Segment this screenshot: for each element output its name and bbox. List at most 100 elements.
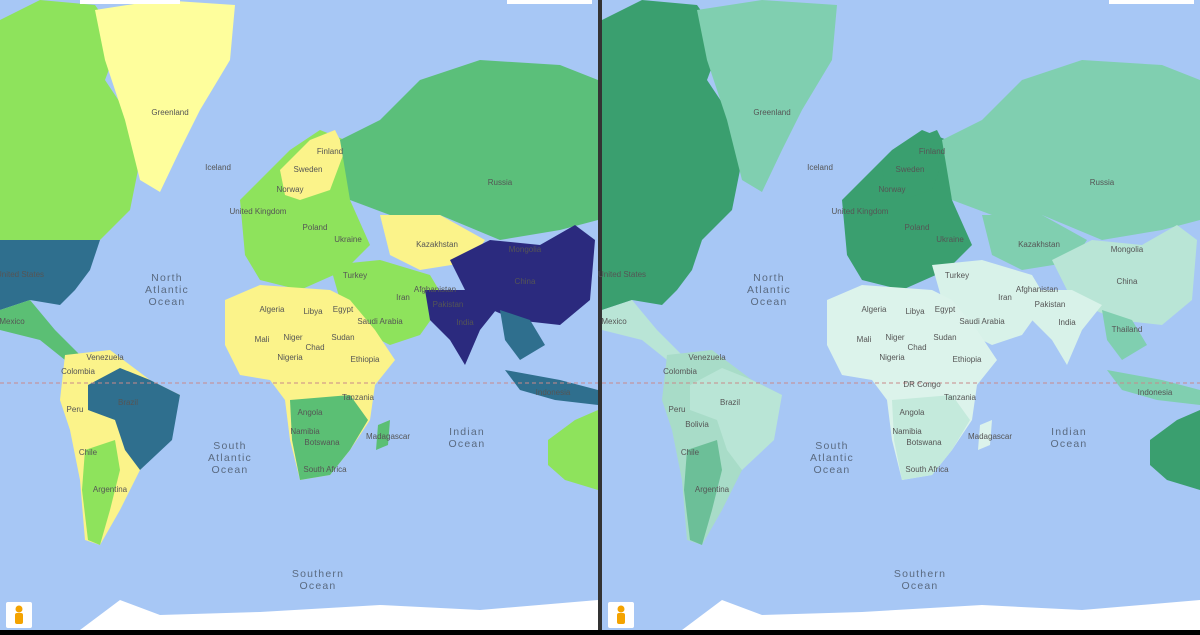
ocean-label: South (213, 440, 246, 452)
country-label: Iran (998, 293, 1012, 302)
country-label: Iran (396, 293, 410, 302)
country-label: Saudi Arabia (357, 317, 403, 326)
country-label: Colombia (663, 367, 697, 376)
country-label: Turkey (343, 271, 367, 280)
country-label: Venezuela (688, 353, 726, 362)
country-label: Pakistan (1035, 300, 1066, 309)
country-label: Kazakhstan (1018, 240, 1060, 249)
country-label: Ethiopia (953, 355, 982, 364)
country-label: Indonesia (1138, 388, 1173, 397)
country-label: Namibia (290, 427, 320, 436)
country-label: United Kingdom (832, 207, 889, 216)
country-label: Ukraine (936, 235, 964, 244)
country-label: Brazil (720, 398, 740, 407)
ocean-label: Ocean (814, 464, 851, 476)
country-label: Ethiopia (351, 355, 380, 364)
country-label: Finland (919, 147, 945, 156)
country-label: Angola (900, 408, 925, 417)
country-label: Chad (305, 343, 324, 352)
country-label: China (1117, 277, 1138, 286)
country-label: Niger (283, 333, 302, 342)
country-label: Peru (67, 405, 84, 414)
country-label: Chile (79, 448, 98, 457)
divider (598, 0, 602, 630)
country-label: DR Congo (903, 380, 941, 389)
country-label: Niger (885, 333, 904, 342)
country-label: Egypt (935, 305, 956, 314)
country-label: Madagascar (366, 432, 410, 441)
ocean-label: Indian (1051, 426, 1087, 438)
country-label: Argentina (93, 485, 128, 494)
country-label: Afghanistan (414, 285, 456, 294)
country-label: Mexico (601, 317, 627, 326)
country-label: Poland (303, 223, 328, 232)
ocean-label: Ocean (300, 580, 337, 592)
country-label: United States (598, 270, 646, 279)
map-control[interactable] (1109, 0, 1194, 4)
ocean-label: Atlantic (747, 284, 791, 296)
map-control[interactable] (80, 0, 180, 4)
country-label: Ukraine (334, 235, 362, 244)
country-label: Angola (298, 408, 323, 417)
country-label: India (1058, 318, 1076, 327)
country-label: Pakistan (433, 300, 464, 309)
country-label: Greenland (753, 108, 790, 117)
country-label: Nigeria (277, 353, 303, 362)
country-label: Sudan (933, 333, 956, 342)
ocean-label: South (815, 440, 848, 452)
country-label: Mexico (0, 317, 25, 326)
country-label: Turkey (945, 271, 969, 280)
country-label: Bolivia (685, 420, 709, 429)
country-label: Brazil (118, 398, 138, 407)
country-label: Botswana (906, 438, 942, 447)
country-label: Tanzania (944, 393, 977, 402)
country-label: Poland (905, 223, 930, 232)
country-label: Indonesia (536, 388, 571, 397)
country-label: Norway (276, 185, 303, 194)
country-label: Chad (907, 343, 926, 352)
ocean-label: Ocean (449, 438, 486, 450)
ocean-label: North (753, 272, 785, 284)
labels: Greenland Iceland Finland Sweden Norway Unite… (598, 108, 1173, 592)
country-label: Botswana (304, 438, 340, 447)
country-label: Namibia (892, 427, 922, 436)
map-control[interactable] (1142, 620, 1200, 632)
country-label: India (456, 318, 474, 327)
country-label: Saudi Arabia (959, 317, 1005, 326)
country-label: Greenland (151, 108, 188, 117)
map-control[interactable] (507, 0, 592, 4)
country-label: Russia (1090, 178, 1115, 187)
country-label: Chile (681, 448, 700, 457)
country-label: Colombia (61, 367, 95, 376)
country-label: Venezuela (86, 353, 124, 362)
country-label: Iceland (205, 163, 231, 172)
labels: Greenland Iceland Finland Sweden Norway Unite… (0, 108, 571, 592)
country-label: Algeria (260, 305, 285, 314)
map-left: Greenland Iceland Finland Sweden Norway Unite… (0, 0, 598, 630)
country-label: Sweden (294, 165, 323, 174)
country-label: Nigeria (879, 353, 905, 362)
ocean-label: Atlantic (208, 452, 252, 464)
country-label: Sweden (896, 165, 925, 174)
country-label: Tanzania (342, 393, 375, 402)
country-label: Russia (488, 178, 513, 187)
ocean-label: Indian (449, 426, 485, 438)
country-label: Argentina (695, 485, 730, 494)
country-label: Mali (255, 335, 270, 344)
country-label: Peru (669, 405, 686, 414)
country-label: Mali (857, 335, 872, 344)
country-label: Thailand (1112, 325, 1143, 334)
ocean-label: Ocean (1051, 438, 1088, 450)
map-right: Greenland Iceland Finland Sweden Norway Unite… (598, 0, 1200, 632)
country-label: Libya (303, 307, 323, 316)
ocean-label: Southern (894, 568, 946, 580)
country-label: Egypt (333, 305, 354, 314)
country-label: Madagascar (968, 432, 1012, 441)
country-label: Libya (905, 307, 925, 316)
ocean-label: Atlantic (810, 452, 854, 464)
pegman-icon (617, 613, 625, 624)
country-label: South Africa (905, 465, 949, 474)
country-label: China (515, 277, 536, 286)
